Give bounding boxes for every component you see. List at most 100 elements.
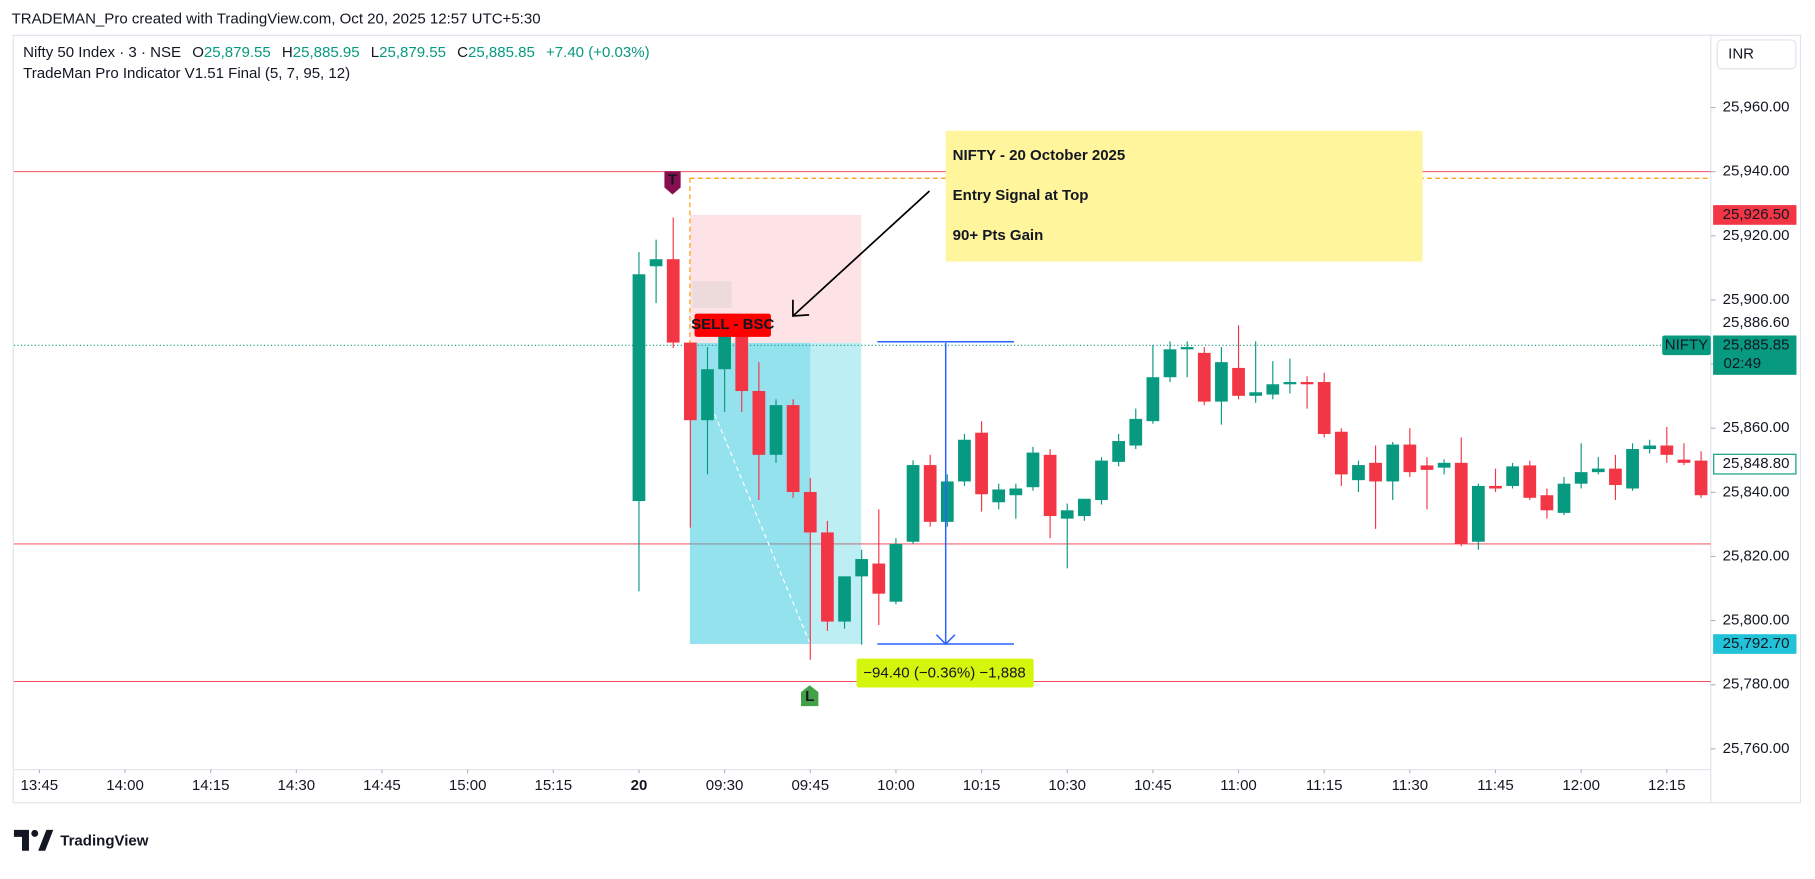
- measure-label: −94.40 (−0.36%) −1,888: [863, 665, 1026, 682]
- candle-body: [1523, 465, 1537, 498]
- top-marker: [664, 171, 681, 195]
- x-tick-label: 12:00: [1562, 777, 1600, 794]
- candle-body: [1369, 462, 1382, 482]
- candle-body: [1043, 454, 1057, 517]
- symbol: Nifty 50 Index · 3 · NSE: [23, 44, 181, 61]
- low-marker: [801, 685, 819, 707]
- entry-shade: [692, 281, 732, 308]
- candle-body: [1249, 392, 1263, 396]
- annotation-line: Entry Signal at Top: [953, 187, 1089, 204]
- x-tick-label: 20: [631, 777, 648, 794]
- x-tick-label: 10:45: [1134, 777, 1172, 794]
- candle-body: [1112, 441, 1125, 462]
- x-tick-label: 09:45: [791, 777, 829, 794]
- annotation-line: NIFTY - 20 October 2025: [953, 147, 1126, 164]
- candle-body: [1077, 498, 1091, 517]
- annotations: −94.40 (−0.36%) −1,888 SELL - BSC T L NIFTY …: [664, 130, 1423, 707]
- legend-key: O: [192, 44, 204, 61]
- candle-body: [735, 335, 749, 392]
- annotation-arrowhead: [792, 299, 810, 317]
- candle-body: [1437, 462, 1451, 468]
- candle-body: [1232, 367, 1245, 396]
- currency-button[interactable]: INR: [1716, 39, 1797, 70]
- candle-body: [872, 563, 886, 594]
- candle-body: [1694, 460, 1708, 496]
- y-tick-label: 25,920.00: [1723, 227, 1790, 244]
- candle-body: [1317, 382, 1331, 434]
- last-tag-label: 25,885.85: [1723, 336, 1790, 353]
- x-tick-label: 14:15: [192, 777, 230, 794]
- candle-body: [1095, 460, 1108, 501]
- candle-body: [1489, 485, 1502, 489]
- annotation-arrow: [792, 190, 931, 317]
- candle-body: [1591, 468, 1605, 473]
- candle-body: [1506, 466, 1520, 486]
- legend-value: 25,879.55: [379, 44, 446, 61]
- candle-body: [1454, 462, 1468, 544]
- candle-body: [1009, 488, 1023, 496]
- stop-tag-label: 25,926.50: [1723, 206, 1790, 223]
- candle-body: [838, 576, 851, 622]
- candle-body: [769, 405, 783, 455]
- candle-body: [958, 439, 971, 482]
- x-tick-label: 11:00: [1220, 777, 1257, 794]
- candle-body: [1026, 452, 1040, 488]
- candle-body: [855, 559, 869, 577]
- drawings: [13, 171, 1711, 683]
- line-tag-box: [1713, 453, 1797, 475]
- legend-line: Nifty 50 Index · 3 · NSE O25,879.55 H25,…: [23, 44, 649, 61]
- legend-key: C: [457, 44, 468, 61]
- low-marker-label: L: [805, 688, 814, 705]
- annotation-box: [945, 130, 1423, 262]
- last-tag-countdown: 02:49: [1724, 355, 1762, 372]
- candle-body: [1472, 485, 1485, 542]
- candle-body: [803, 492, 817, 533]
- candle-body: [1163, 349, 1177, 378]
- x-tick-label: 14:00: [106, 777, 144, 794]
- x-tick-label: 13:45: [21, 777, 59, 794]
- candle-body: [1403, 444, 1417, 473]
- target-tag-box: [1713, 634, 1797, 654]
- legend-value: 25,879.55: [204, 44, 271, 61]
- x-tick-label: 10:00: [877, 777, 915, 794]
- currency-label[interactable]: INR: [1728, 45, 1754, 62]
- measure-label-box: [856, 658, 1034, 688]
- currency-button-box[interactable]: [1716, 39, 1797, 70]
- header: TRADEMAN_Pro created with TradingView.co…: [12, 11, 541, 28]
- candle-body: [940, 481, 954, 522]
- y-tick-label: 25,840.00: [1723, 483, 1790, 500]
- stop-tag-box: [1713, 205, 1797, 225]
- grid: [38, 106, 1716, 774]
- path-line: [707, 399, 811, 645]
- top-marker-label: T: [668, 172, 678, 189]
- candle-body: [1643, 445, 1657, 450]
- candle-body: [1574, 472, 1588, 484]
- y-tick-label: 25,820.00: [1723, 547, 1790, 564]
- x-tick-label: 11:45: [1477, 777, 1514, 794]
- legend-key: H: [282, 44, 293, 61]
- symbol-tag-label: NIFTY: [1665, 336, 1708, 353]
- x-tick-label: 11:30: [1392, 777, 1429, 794]
- x-tick-label: 09:30: [706, 777, 744, 794]
- y-tick-label: 25,800.00: [1723, 612, 1790, 629]
- x-tick-label: 15:15: [534, 777, 572, 794]
- candle-body: [1626, 449, 1639, 489]
- candle-body: [666, 259, 680, 343]
- candle-body: [923, 465, 937, 522]
- legend-key: L: [371, 44, 379, 61]
- candle-body: [1352, 465, 1365, 481]
- y-tick-label: 25,900.00: [1723, 291, 1790, 308]
- candle-body: [821, 532, 834, 622]
- candle-body: [1660, 445, 1674, 455]
- annotation-line: 90+ Pts Gain: [953, 227, 1044, 244]
- x-tick-label: 10:30: [1048, 777, 1086, 794]
- y-tick-label: 25,960.00: [1723, 98, 1790, 115]
- candle-body: [701, 369, 714, 421]
- candle-body: [1609, 468, 1622, 485]
- logo: TradingView: [13, 829, 149, 851]
- candle-body: [752, 391, 766, 455]
- candle-body: [786, 405, 800, 493]
- candles: [632, 217, 1708, 660]
- candle-body: [1677, 459, 1691, 463]
